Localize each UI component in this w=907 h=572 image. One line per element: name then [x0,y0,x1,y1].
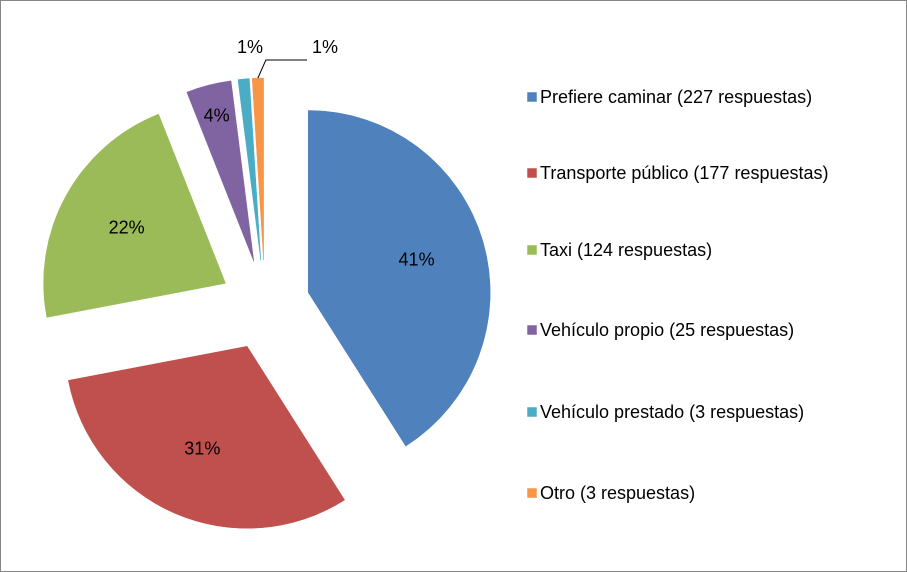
pie-slice [237,78,262,261]
legend-label: Otro (3 respuestas) [540,483,695,503]
legend-label: Vehículo propio (25 respuestas) [540,320,794,340]
pie-slice [43,113,226,318]
data-label: 22% [109,218,145,238]
pie-slice [68,346,345,529]
data-label: 1% [312,37,338,57]
pie-slice [307,110,491,447]
data-label: 4% [204,106,230,126]
legend-swatch [526,167,538,179]
leader-line [257,59,307,79]
legend-label: Prefiere caminar (227 respuestas) [540,87,812,107]
pie-slice [186,80,255,262]
legend-swatch [526,244,538,256]
legend-label: Taxi (124 respuestas) [540,240,712,260]
legend-swatch [526,487,538,499]
legend-label: Vehículo prestado (3 respuestas) [540,402,804,422]
legend-swatch [526,324,538,336]
legend-label: Transporte público (177 respuestas) [540,163,828,183]
data-label: 31% [184,439,220,459]
data-label: 1% [237,37,263,57]
data-label: 41% [399,250,435,270]
legend-swatch [526,91,538,103]
legend-swatch [526,406,538,418]
